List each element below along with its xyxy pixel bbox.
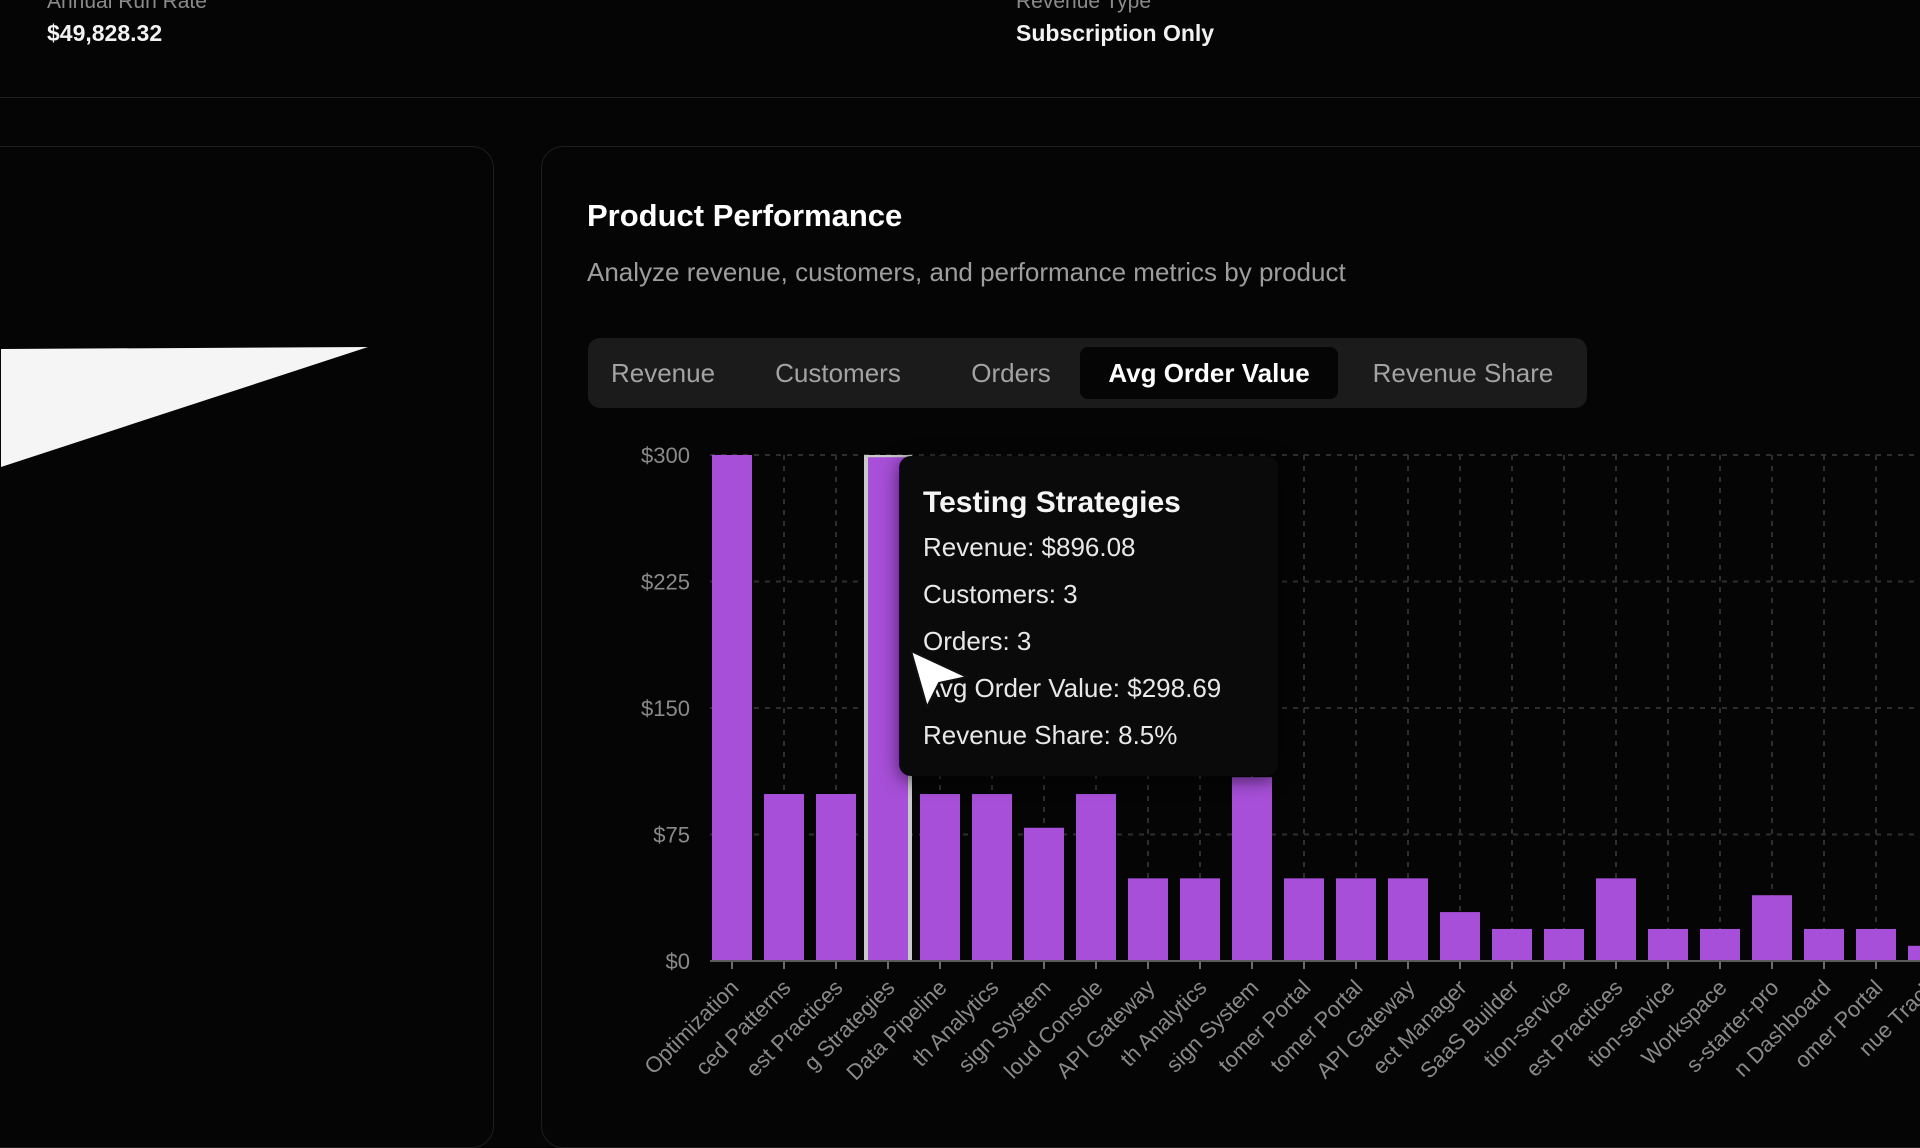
tooltip-revenue-share: Revenue Share: 8.5% bbox=[923, 720, 1178, 750]
bar[interactable] bbox=[972, 794, 1012, 961]
bar[interactable] bbox=[1440, 912, 1480, 961]
y-tick-label: $225 bbox=[641, 570, 690, 595]
y-tick-label: $300 bbox=[641, 443, 690, 468]
bar[interactable] bbox=[1648, 928, 1688, 961]
pie-slice-graphic bbox=[1, 347, 368, 467]
metric-tabs: Revenue Customers Orders Avg Order Value… bbox=[588, 338, 1587, 408]
stats-strip: Annual Run Rate $49,828.32 Revenue Type … bbox=[0, 0, 1920, 98]
stat-label: Annual Run Rate bbox=[47, 0, 207, 13]
left-card bbox=[0, 146, 494, 1148]
tooltip-orders: Orders: 3 bbox=[923, 626, 1032, 656]
bar[interactable] bbox=[1284, 878, 1324, 961]
bar[interactable] bbox=[1336, 878, 1376, 961]
bar[interactable] bbox=[1856, 928, 1896, 961]
y-tick-label: $75 bbox=[653, 823, 690, 848]
bar[interactable] bbox=[712, 455, 752, 961]
bar[interactable] bbox=[920, 794, 960, 961]
tab-revenue-share[interactable]: Revenue Share bbox=[1372, 358, 1554, 388]
bar[interactable] bbox=[1804, 928, 1844, 961]
stat-label: Revenue Type bbox=[1016, 0, 1152, 13]
bar[interactable] bbox=[1076, 794, 1116, 961]
bar[interactable] bbox=[1492, 928, 1532, 961]
tab-customers[interactable]: Customers bbox=[775, 358, 901, 388]
pie-slice bbox=[1, 347, 368, 467]
bar[interactable] bbox=[1128, 878, 1168, 961]
bar[interactable] bbox=[1024, 827, 1064, 961]
tab-avg-order-value[interactable]: Avg Order Value bbox=[1080, 347, 1338, 399]
tab-orders[interactable]: Orders bbox=[971, 358, 1051, 388]
bar[interactable] bbox=[1544, 928, 1584, 961]
bar[interactable] bbox=[1752, 895, 1792, 961]
bar[interactable] bbox=[764, 794, 804, 961]
bar[interactable] bbox=[1180, 878, 1220, 961]
bar[interactable] bbox=[1908, 945, 1920, 961]
y-tick-label: $150 bbox=[641, 696, 690, 721]
bar[interactable] bbox=[1700, 928, 1740, 961]
mouse-cursor-icon bbox=[909, 649, 971, 710]
bar[interactable] bbox=[1388, 878, 1428, 961]
stat-value: $49,828.32 bbox=[47, 20, 163, 46]
chart-tooltip: Testing Strategies Revenue: $896.08 Cust… bbox=[899, 456, 1278, 776]
y-tick-label: $0 bbox=[666, 949, 690, 974]
tooltip-avg-order-value: Avg Order Value: $298.69 bbox=[923, 673, 1222, 703]
bar[interactable] bbox=[1596, 878, 1636, 961]
stat-value: Subscription Only bbox=[1016, 20, 1215, 46]
tooltip-customers: Customers: 3 bbox=[923, 579, 1078, 609]
tooltip-title: Testing Strategies bbox=[923, 486, 1181, 519]
bar[interactable] bbox=[1232, 777, 1272, 961]
bar[interactable] bbox=[816, 794, 856, 961]
tab-revenue[interactable]: Revenue bbox=[610, 358, 716, 388]
card-title: Product Performance bbox=[587, 198, 903, 233]
card-subtitle: Analyze revenue, customers, and performa… bbox=[587, 257, 1346, 287]
tooltip-revenue: Revenue: $896.08 bbox=[923, 532, 1136, 562]
